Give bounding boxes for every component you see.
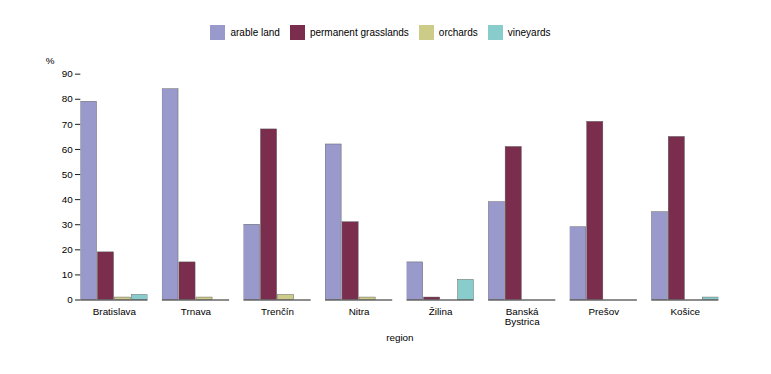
svg-text:region: region <box>386 332 413 343</box>
svg-text:80: 80 <box>62 93 73 104</box>
svg-text:Žilina: Žilina <box>429 306 453 317</box>
svg-text:90: 90 <box>62 68 73 79</box>
svg-text:40: 40 <box>62 194 73 205</box>
svg-text:50: 50 <box>62 169 73 180</box>
svg-text:Bratislava: Bratislava <box>93 306 137 317</box>
svg-text:Trenčín: Trenčín <box>261 306 294 317</box>
svg-text:70: 70 <box>62 119 73 130</box>
svg-text:Nitra: Nitra <box>349 306 370 317</box>
html-text:arable land: arable land <box>230 27 280 38</box>
svg-text:%: % <box>46 55 55 66</box>
svg-text:Trnava: Trnava <box>181 306 212 317</box>
svg-text:0: 0 <box>67 294 73 305</box>
html-text:orchards: orchards <box>438 27 478 38</box>
html-text:permanent grasslands: permanent grasslands <box>309 27 409 38</box>
svg-text:Košice: Košice <box>671 306 701 317</box>
svg-text:Prešov: Prešov <box>588 306 619 317</box>
svg-text:60: 60 <box>62 144 73 155</box>
svg-text:20: 20 <box>62 244 73 255</box>
svg-text:BanskáBystrica: BanskáBystrica <box>505 306 541 327</box>
svg-text:10: 10 <box>62 269 73 280</box>
html-text:vineyards: vineyards <box>507 27 551 38</box>
svg-text:30: 30 <box>62 219 73 230</box>
